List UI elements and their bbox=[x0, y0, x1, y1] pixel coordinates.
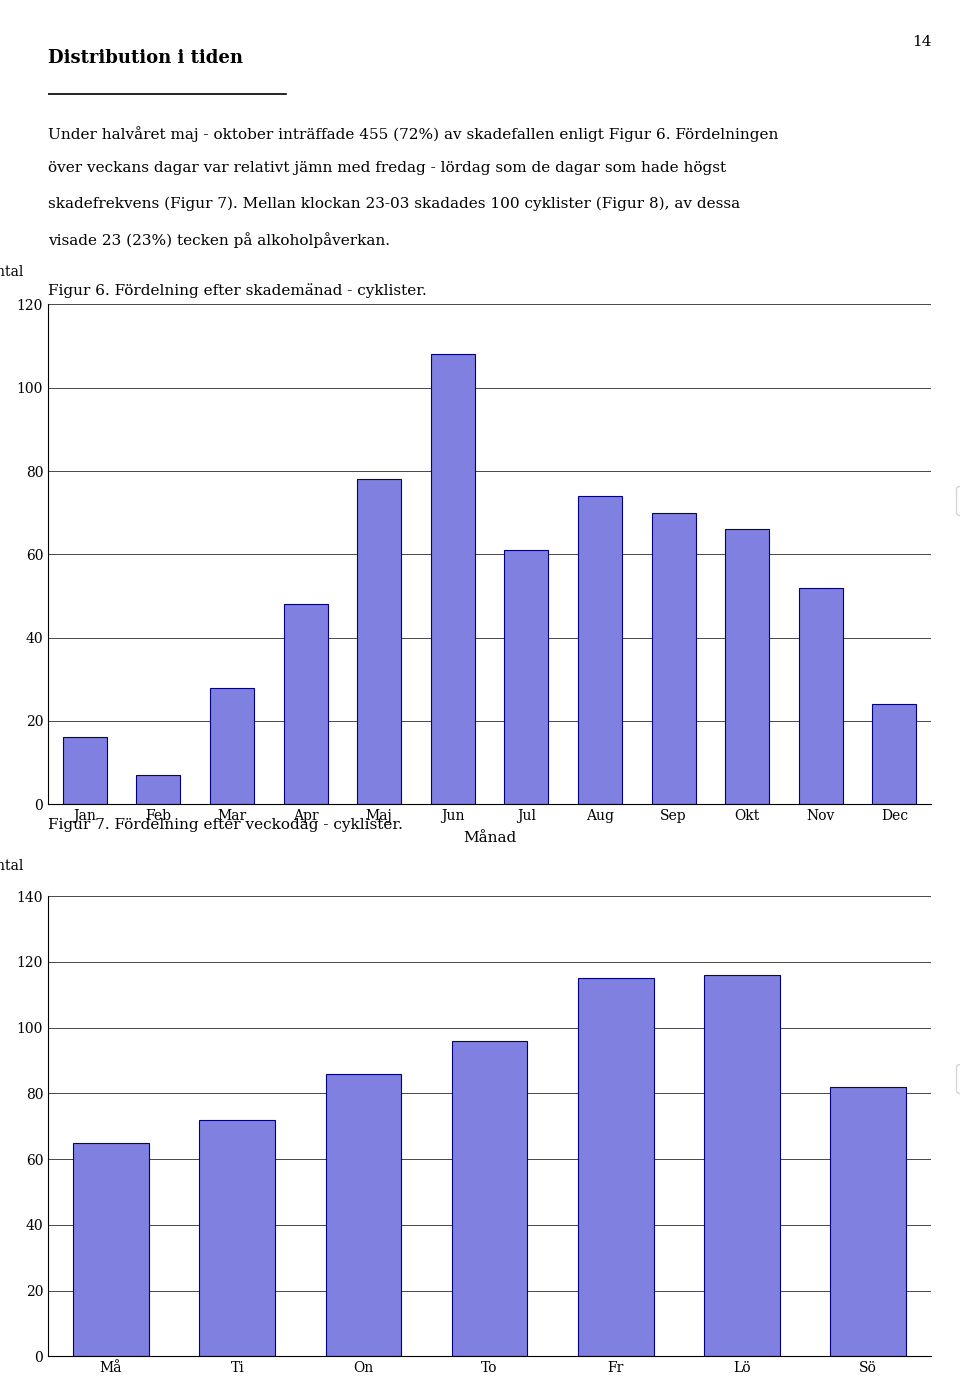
Bar bbox=[578, 495, 622, 804]
Text: Distribution i tiden: Distribution i tiden bbox=[48, 50, 243, 68]
X-axis label: Månad: Månad bbox=[463, 832, 516, 846]
Legend: Cyklister: Cyklister bbox=[956, 1064, 960, 1093]
Text: 14: 14 bbox=[912, 35, 931, 48]
Bar bbox=[283, 605, 327, 804]
Bar bbox=[200, 1120, 276, 1356]
Bar bbox=[136, 775, 180, 804]
Legend: Cyklister: Cyklister bbox=[956, 486, 960, 515]
Text: över veckans dagar var relativt jämn med fredag - lördag som de dagar som hade h: över veckans dagar var relativt jämn med… bbox=[48, 161, 726, 176]
Bar bbox=[504, 549, 548, 804]
Bar bbox=[210, 688, 254, 804]
Bar bbox=[578, 978, 654, 1356]
Text: visade 23 (23%) tecken på alkoholpåverkan.: visade 23 (23%) tecken på alkoholpåverka… bbox=[48, 233, 390, 248]
Text: Antal: Antal bbox=[0, 266, 24, 280]
Text: Antal: Antal bbox=[0, 859, 24, 873]
Bar bbox=[704, 974, 780, 1356]
Text: Figur 7. Fördelning efter veckodag - cyklister.: Figur 7. Fördelning efter veckodag - cyk… bbox=[48, 818, 403, 832]
Bar bbox=[873, 704, 917, 804]
Text: skadefrekvens (Figur 7). Mellan klockan 23-03 skadades 100 cyklister (Figur 8), : skadefrekvens (Figur 7). Mellan klockan … bbox=[48, 197, 740, 210]
Bar bbox=[452, 1041, 527, 1356]
Bar bbox=[725, 529, 769, 804]
Bar bbox=[325, 1074, 401, 1356]
Bar bbox=[357, 479, 401, 804]
Bar bbox=[652, 512, 696, 804]
Bar bbox=[73, 1143, 149, 1356]
Text: Under halvåret maj - oktober inträffade 455 (72%) av skadefallen enligt Figur 6.: Under halvåret maj - oktober inträffade … bbox=[48, 126, 779, 141]
Bar bbox=[431, 354, 475, 804]
Bar bbox=[830, 1086, 906, 1356]
Text: Figur 6. Fördelning efter skademänad - cyklister.: Figur 6. Fördelning efter skademänad - … bbox=[48, 284, 427, 299]
Bar bbox=[62, 738, 107, 804]
Bar bbox=[799, 588, 843, 804]
